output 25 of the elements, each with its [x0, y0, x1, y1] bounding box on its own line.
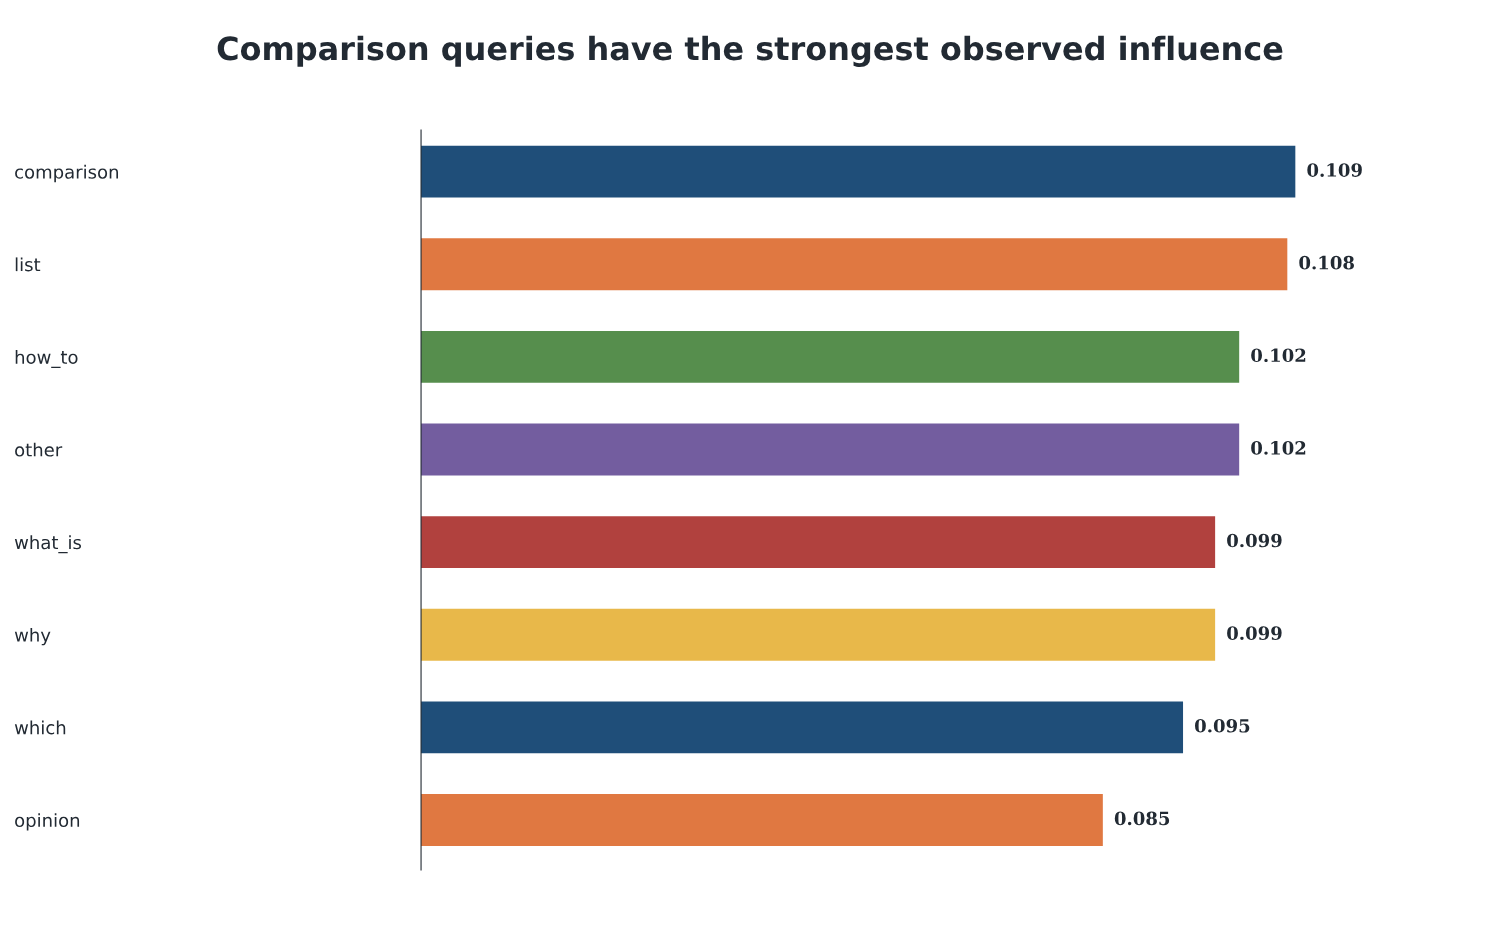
y-tick-label: why [14, 627, 51, 646]
data-label: 0.108 [1299, 255, 1354, 270]
bar [421, 701, 1184, 754]
chart-title: Comparison queries have the strongest observed influence [217, 35, 1283, 67]
y-tick-label: what_is [14, 535, 82, 554]
data-label: 0.099 [1227, 626, 1282, 640]
data-label: 0.102 [1251, 441, 1306, 455]
bar [421, 608, 1216, 661]
data-label: 0.109 [1307, 163, 1362, 177]
data-label: 0.085 [1114, 811, 1170, 826]
y-tick-label: which [14, 720, 66, 735]
bar [421, 145, 1296, 198]
y-tick-label: how_to [15, 350, 78, 368]
bar [421, 238, 1288, 291]
data-label: 0.095 [1195, 718, 1250, 733]
bar [421, 794, 1103, 846]
y-tick-label: comparison [15, 164, 118, 183]
y-tick-label: other [15, 442, 63, 457]
bar [421, 330, 1240, 383]
bar [421, 423, 1240, 476]
y-tick-label: list [15, 257, 41, 272]
bar [421, 516, 1216, 569]
y-tick-label: opinion [15, 813, 80, 831]
data-label: 0.099 [1227, 533, 1282, 548]
data-label: 0.102 [1251, 348, 1306, 363]
